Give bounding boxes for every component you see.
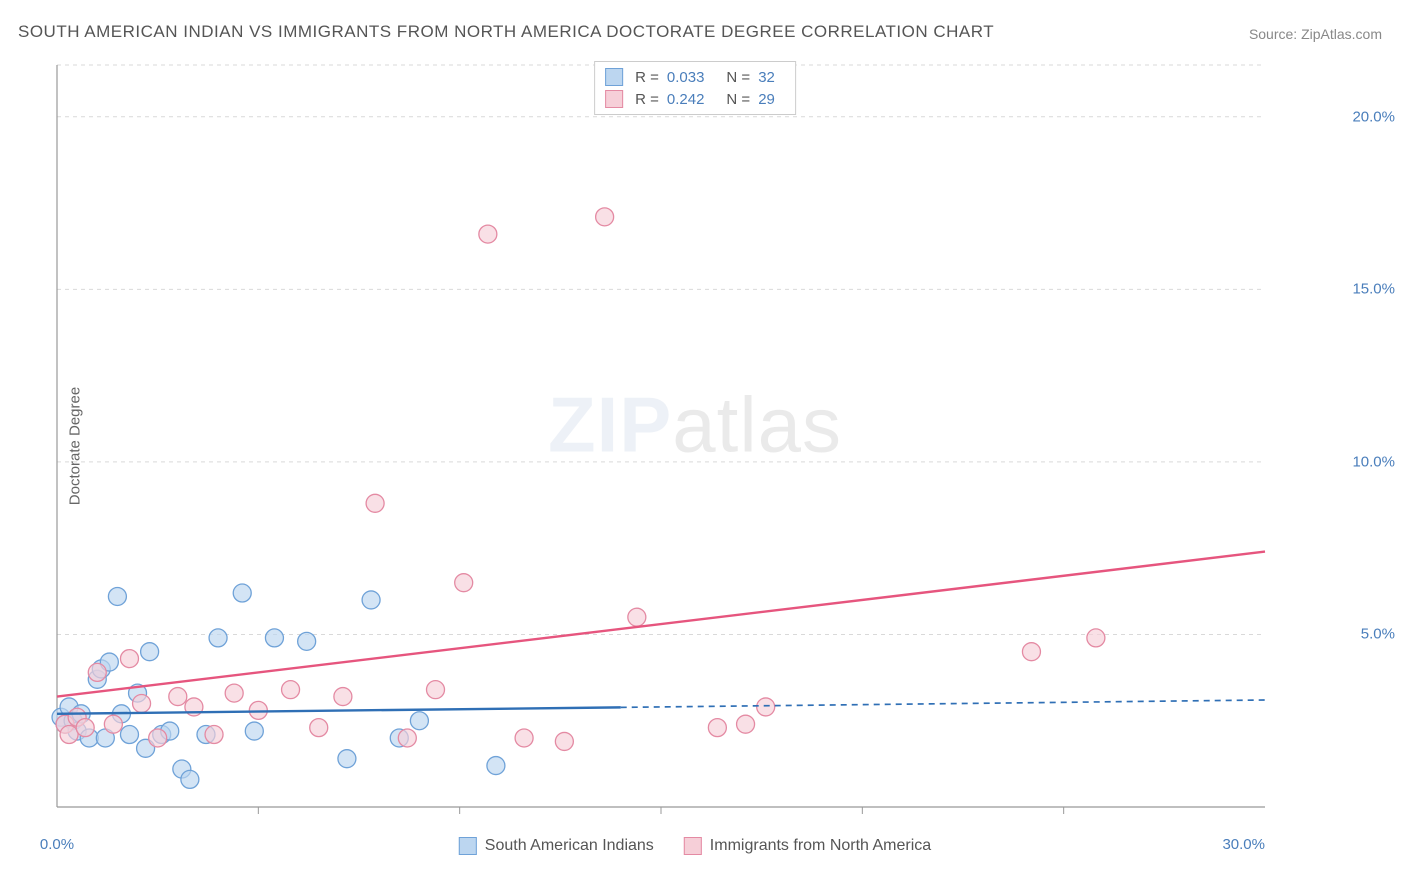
series-swatch	[459, 837, 477, 855]
stat-n-value: 29	[758, 91, 775, 108]
data-point	[479, 225, 497, 243]
data-point	[515, 729, 533, 747]
trend-line	[57, 552, 1265, 697]
data-point	[737, 715, 755, 733]
data-point	[104, 715, 122, 733]
series-swatch	[605, 68, 623, 86]
data-point	[708, 719, 726, 737]
source-attribution: Source: ZipAtlas.com	[1249, 26, 1382, 42]
data-point	[338, 750, 356, 768]
data-point	[1022, 643, 1040, 661]
series-swatch	[605, 90, 623, 108]
stats-row: R = 0.242 N = 29	[605, 88, 785, 110]
data-point	[366, 494, 384, 512]
legend-label: Immigrants from North America	[710, 837, 931, 855]
data-point	[205, 726, 223, 744]
data-point	[282, 681, 300, 699]
trend-line-extrapolated	[621, 700, 1265, 707]
data-point	[233, 584, 251, 602]
stat-r-value: 0.242	[667, 91, 705, 108]
data-point	[169, 688, 187, 706]
data-point	[209, 629, 227, 647]
data-point	[334, 688, 352, 706]
data-point	[120, 726, 138, 744]
y-tick-label: 15.0%	[1352, 281, 1395, 298]
data-point	[757, 698, 775, 716]
stat-r-label: R =	[635, 69, 659, 86]
data-point	[141, 643, 159, 661]
stats-row: R = 0.033 N = 32	[605, 66, 785, 88]
legend-item: South American Indians	[459, 837, 654, 855]
legend: South American Indians Immigrants from No…	[459, 837, 931, 855]
y-tick-label: 20.0%	[1352, 108, 1395, 125]
data-point	[596, 208, 614, 226]
data-point	[555, 732, 573, 750]
x-tick-label: 30.0%	[1222, 836, 1265, 853]
legend-item: Immigrants from North America	[684, 837, 931, 855]
scatter-chart	[55, 55, 1335, 825]
stat-r-value: 0.033	[667, 69, 705, 86]
correlation-stats-box: R = 0.033 N = 32 R = 0.242 N = 29	[594, 61, 796, 115]
data-point	[298, 632, 316, 650]
data-point	[487, 757, 505, 775]
data-point	[60, 726, 78, 744]
data-point	[133, 694, 151, 712]
chart-title: SOUTH AMERICAN INDIAN VS IMMIGRANTS FROM…	[18, 22, 994, 42]
data-point	[628, 608, 646, 626]
y-tick-label: 10.0%	[1352, 453, 1395, 470]
data-point	[149, 729, 167, 747]
data-point	[310, 719, 328, 737]
data-point	[410, 712, 428, 730]
data-point	[181, 770, 199, 788]
data-point	[225, 684, 243, 702]
data-point	[265, 629, 283, 647]
data-point	[1087, 629, 1105, 647]
data-point	[108, 587, 126, 605]
stat-r-label: R =	[635, 91, 659, 108]
x-tick-label: 0.0%	[40, 836, 74, 853]
data-point	[362, 591, 380, 609]
stat-n-label: N =	[726, 91, 750, 108]
data-point	[88, 663, 106, 681]
data-point	[398, 729, 416, 747]
data-point	[120, 650, 138, 668]
stat-n-label: N =	[726, 69, 750, 86]
plot-area: ZIPatlas R =0.033N =32R =0.242N =29 Sout…	[55, 55, 1335, 825]
data-point	[455, 574, 473, 592]
stat-n-value: 32	[758, 69, 775, 86]
y-tick-label: 5.0%	[1361, 626, 1395, 643]
series-swatch	[684, 837, 702, 855]
data-point	[427, 681, 445, 699]
data-point	[245, 722, 263, 740]
legend-label: South American Indians	[485, 837, 654, 855]
data-point	[76, 719, 94, 737]
